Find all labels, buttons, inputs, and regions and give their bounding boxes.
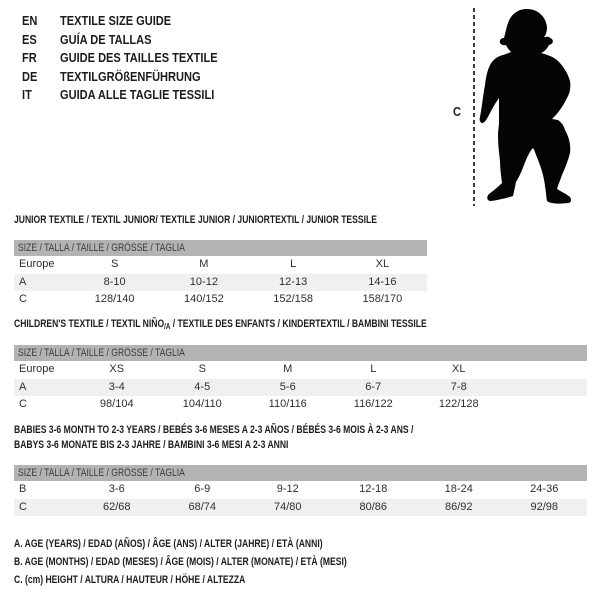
- size-cell: 6-9: [194, 483, 211, 495]
- lang-code: IT: [22, 87, 32, 102]
- footnotes: A. AGE (YEARS) / EDAD (AÑOS) / ÂGE (ANS)…: [14, 536, 441, 589]
- size-cell: 12-13: [279, 275, 308, 288]
- size-cell: 86/92: [444, 500, 473, 513]
- size-cell: 152/158: [273, 293, 313, 305]
- size-cell: 10-12: [189, 275, 218, 288]
- size-cell: 12-18: [359, 483, 388, 495]
- children-table-title: CHILDREN'S TEXTILE / TEXTIL NIÑO/A / TEX…: [14, 318, 427, 331]
- size-cell: 110/116: [268, 398, 307, 410]
- table-row: C 98/104 104/110 110/116 116/122 122/128: [14, 396, 587, 414]
- table-row: C 128/140 140/152 152/158 158/170: [14, 291, 427, 309]
- lang-row-es: ES GUÍA DE TALLAS: [22, 31, 245, 50]
- lang-label: GUIDE DES TAILLES TEXTILE: [60, 50, 218, 65]
- size-cell: 140/152: [183, 293, 224, 305]
- table-row: B 3-6 6-9 9-12 12-18 18-24 24-36: [14, 481, 587, 499]
- size-cell: XS: [109, 363, 125, 375]
- size-cell: S: [198, 363, 206, 375]
- size-cell: 8-10: [103, 275, 126, 288]
- lang-label: GUÍA DE TALLAS: [60, 31, 152, 47]
- size-cell: 24-36: [530, 483, 559, 495]
- row-label: A: [19, 380, 27, 393]
- size-cell: 98/104: [99, 398, 134, 410]
- junior-size-table: SIZE / TALLA / TAILLE / GRÖSSE / TAGLIA …: [14, 240, 427, 309]
- size-header-row: SIZE / TALLA / TAILLE / GRÖSSE / TAGLIA: [14, 345, 587, 361]
- size-cell: XL: [375, 258, 390, 270]
- babies-size-table: SIZE / TALLA / TAILLE / GRÖSSE / TAGLIA …: [14, 465, 587, 516]
- language-header: EN TEXTILE SIZE GUIDE ES GUÍA DE TALLAS …: [22, 12, 245, 105]
- size-cell: 3-6: [108, 483, 125, 495]
- height-marker-label: C: [453, 104, 461, 119]
- size-cell: S: [110, 258, 119, 270]
- size-header-label: SIZE / TALLA / TAILLE / GRÖSSE / TAGLIA: [18, 242, 185, 254]
- lang-code: DE: [22, 68, 38, 84]
- junior-table-title: JUNIOR TEXTILE / TEXTIL JUNIOR/ TEXTILE …: [14, 214, 377, 226]
- size-cell: 6-7: [365, 380, 382, 393]
- table-row: A 3-4 4-5 5-6 6-7 7-8: [14, 378, 588, 397]
- size-cell: 74/80: [273, 500, 302, 513]
- baby-silhouette-icon: [479, 9, 572, 204]
- size-header-label: SIZE / TALLA / TAILLE / GRÖSSE / TAGLIA: [18, 347, 185, 359]
- size-cell: 116/122: [353, 398, 393, 410]
- row-label: A: [19, 275, 27, 288]
- lang-code: EN: [22, 13, 38, 28]
- size-cell: L: [370, 363, 377, 375]
- title-subscript: /A: [164, 322, 171, 331]
- lang-code: ES: [22, 31, 37, 47]
- row-label: C: [19, 398, 27, 410]
- size-cell: 128/140: [94, 293, 135, 305]
- footnote-c: C. (cm) HEIGHT / ALTURA / HAUTEUR / HÖHE…: [14, 573, 246, 586]
- lang-label: TEXTILE SIZE GUIDE: [60, 13, 172, 28]
- size-cell: 4-5: [194, 380, 211, 393]
- size-cell: 68/74: [188, 500, 217, 513]
- row-label: C: [19, 500, 27, 513]
- size-cell: 80/86: [359, 500, 388, 513]
- size-cell: XL: [452, 363, 466, 375]
- footnote-a: A. AGE (YEARS) / EDAD (AÑOS) / ÂGE (ANS)…: [14, 538, 323, 550]
- size-cell: 18-24: [444, 483, 473, 495]
- row-label: Europe: [19, 363, 55, 375]
- size-cell: 3-4: [108, 380, 125, 393]
- size-cell: 122/128: [438, 398, 479, 410]
- lang-row-fr: FR GUIDE DES TAILLES TEXTILE: [22, 49, 245, 68]
- size-cell: 5-6: [279, 380, 296, 393]
- row-label: B: [19, 483, 27, 495]
- lang-label: TEXTILGRÖßENFÜHRUNG: [60, 68, 201, 84]
- size-header-label: SIZE / TALLA / TAILLE / GRÖSSE / TAGLIA: [18, 467, 185, 479]
- size-cell: 14-16: [368, 275, 397, 288]
- size-cell-empty: [502, 396, 588, 414]
- table-row: A 8-10 10-12 12-13 14-16: [14, 273, 427, 291]
- size-cell: 9-12: [276, 483, 299, 495]
- footnote-b: B. AGE (MONTHS) / EDAD (MESES) / ÂGE (MO…: [14, 555, 347, 568]
- size-cell-empty: [502, 379, 588, 397]
- children-size-table: SIZE / TALLA / TAILLE / GRÖSSE / TAGLIA …: [14, 345, 587, 414]
- table-row: Europe S M L XL: [14, 256, 427, 274]
- size-cell: 62/68: [102, 500, 131, 513]
- size-header-row: SIZE / TALLA / TAILLE / GRÖSSE / TAGLIA: [14, 465, 587, 481]
- lang-code: FR: [22, 50, 37, 65]
- size-cell: 158/170: [362, 293, 403, 305]
- row-label: C: [19, 293, 27, 305]
- row-label: Europe: [19, 258, 55, 270]
- size-header-row: SIZE / TALLA / TAILLE / GRÖSSE / TAGLIA: [14, 240, 427, 256]
- size-cell-empty: [502, 361, 588, 379]
- lang-row-en: EN TEXTILE SIZE GUIDE: [22, 12, 245, 31]
- size-cell: 104/110: [182, 398, 222, 410]
- babies-table-title: BABIES 3-6 MONTH TO 2-3 YEARS / BEBÉS 3-…: [14, 424, 414, 451]
- lang-row-de: DE TEXTILGRÖßENFÜHRUNG: [22, 68, 245, 87]
- table-row: Europe XS S M L XL: [14, 361, 587, 379]
- size-cell: M: [283, 363, 293, 375]
- lang-row-it: IT GUIDA ALLE TAGLIE TESSILI: [22, 86, 245, 105]
- size-cell: 92/98: [530, 500, 559, 513]
- height-dashed-line: [473, 8, 475, 206]
- size-cell: 7-8: [450, 380, 467, 393]
- size-cell: L: [290, 258, 297, 270]
- lang-label: GUIDA ALLE TAGLIE TESSILI: [60, 87, 215, 102]
- table-row: C 62/68 68/74 74/80 80/86 86/92 92/98: [14, 498, 587, 516]
- size-cell: M: [199, 258, 209, 270]
